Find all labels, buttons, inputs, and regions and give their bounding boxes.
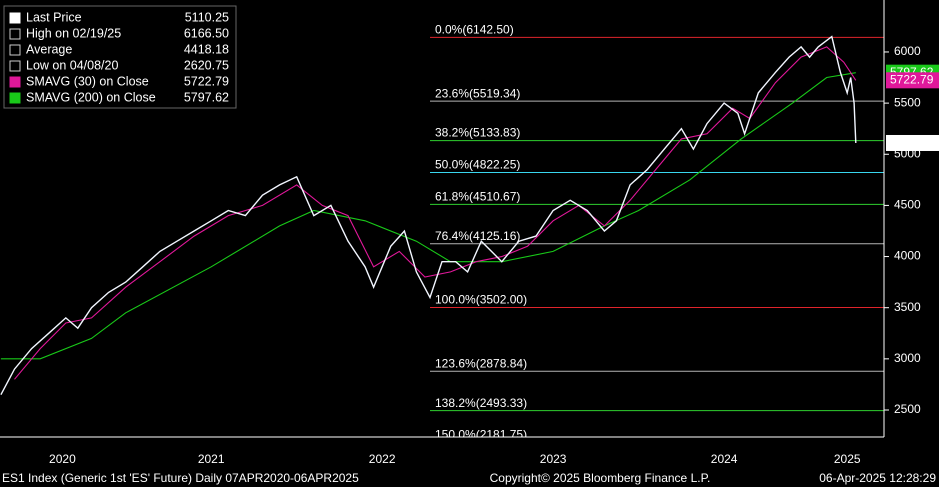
footer-center: Copyright© 2025 Bloomberg Finance L.P. (490, 471, 711, 485)
legend-swatch (9, 12, 21, 24)
price-tag-box (886, 134, 939, 151)
legend-label: Last Price (26, 10, 82, 24)
fib-label: 150.0%(2181.75) (435, 428, 527, 442)
legend: Last Price 5110.25 High on 02/19/25 6166.50… (3, 5, 237, 109)
legend-label: SMAVG (200) on Close (26, 90, 156, 104)
y-tick-label: 4500 (894, 198, 921, 212)
footer-right: 06-Apr-2025 12:28:29 (819, 471, 936, 485)
series-line (14, 46, 857, 380)
legend-label: High on 02/19/25 (26, 26, 121, 40)
fib-label: 61.8%(4510.67) (435, 189, 520, 203)
x-tick-label: 2024 (711, 452, 738, 466)
price-tag-label: 5722.79 (890, 72, 934, 86)
footer-left: ES1 Index (Generic 1st 'ES' Future) Dail… (2, 471, 359, 485)
fib-label: 123.6%(2878.84) (435, 356, 527, 370)
fib-label: 23.6%(5519.34) (435, 86, 520, 100)
legend-value: 6166.50 (184, 26, 229, 40)
price-tag-box (886, 72, 939, 89)
legend-value: 5797.62 (184, 90, 229, 104)
legend-value: 2620.75 (184, 58, 229, 72)
legend-label: SMAVG (30) on Close (26, 74, 149, 88)
legend-swatch (9, 28, 21, 40)
legend-swatch (9, 92, 21, 104)
fib-levels: 0.0%(6142.50) 23.6%(5519.34) 38.2%(5133.83… (430, 23, 884, 442)
y-tick-label: 6000 (894, 44, 921, 58)
series-line (0, 35, 857, 396)
x-axis: 2020 2021 2022 2023 2024 2025 (49, 452, 861, 466)
fib-label: 38.2%(5133.83) (435, 126, 520, 140)
legend-label: Low on 04/08/20 (26, 58, 118, 72)
y-tick-label: 3000 (894, 351, 921, 365)
legend-label: Average (26, 42, 72, 56)
price-tag-label: 5110.25 (890, 135, 933, 149)
legend-value: 4418.18 (184, 42, 229, 56)
x-tick-label: 2021 (198, 452, 225, 466)
x-tick-label: 2025 (834, 452, 861, 466)
y-tick-label: 2500 (894, 402, 921, 416)
y-tick-label: 4000 (894, 249, 921, 263)
fib-label: 76.4%(4125.16) (435, 229, 520, 243)
fib-label: 100.0%(3502.00) (435, 293, 527, 307)
y-tick-label: 3500 (894, 300, 921, 314)
plot-lines (0, 35, 857, 396)
legend-box (3, 5, 237, 109)
x-tick-label: 2020 (49, 452, 76, 466)
fib-label: 138.2%(2493.33) (435, 396, 527, 410)
x-tick-label: 2022 (369, 452, 396, 466)
legend-value: 5722.79 (184, 74, 229, 88)
legend-swatch (9, 76, 21, 88)
legend-swatch (9, 60, 21, 72)
legend-value: 5110.25 (185, 10, 229, 24)
legend-swatch (9, 44, 21, 56)
x-tick-label: 2023 (540, 452, 567, 466)
fib-label: 50.0%(4822.25) (435, 158, 520, 172)
y-tick-label: 5500 (894, 95, 921, 109)
fib-label: 0.0%(6142.50) (435, 23, 514, 37)
